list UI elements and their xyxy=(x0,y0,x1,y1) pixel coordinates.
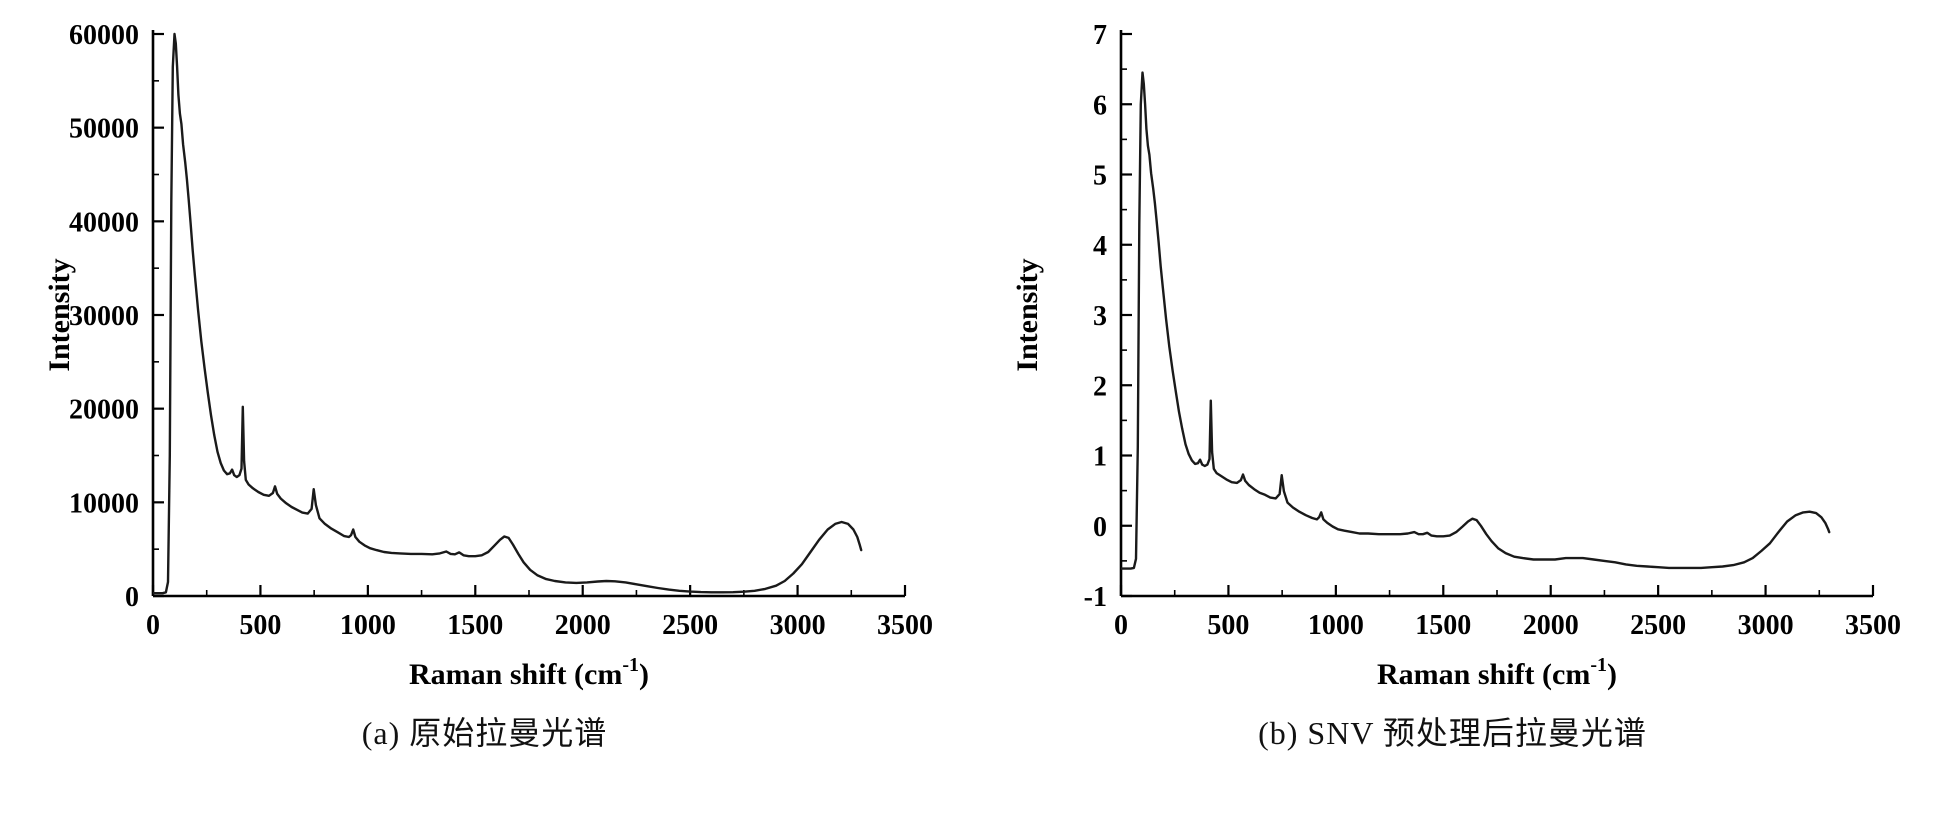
y-tick-label: 3 xyxy=(1093,301,1107,332)
y-tick-label: 30000 xyxy=(69,301,139,332)
y-tick-label: 0 xyxy=(125,582,139,613)
y-tick-label: 1 xyxy=(1093,442,1107,473)
y-tick-label: 4 xyxy=(1093,231,1107,262)
x-tick-label: 500 xyxy=(239,610,281,641)
y-tick-label: 10000 xyxy=(69,488,139,519)
spectrum-line xyxy=(1120,71,1830,570)
caption-raw-spectrum: (a) 原始拉曼光谱 xyxy=(361,715,608,751)
x-tick-label: 2000 xyxy=(1522,610,1578,641)
raw-spectrum-plot: 0 500 1000 1500 2000 2500 3000 3500 0 10000 20000 3… xyxy=(43,20,933,691)
y-tick-label: 0 xyxy=(1093,512,1107,543)
y-tick-label: 50000 xyxy=(69,114,139,145)
y-tick-label: 7 xyxy=(1093,20,1107,51)
spectrum-line xyxy=(152,32,862,595)
y-tick-label: 6 xyxy=(1093,90,1107,121)
x-tick-label: 3000 xyxy=(1737,610,1793,641)
x-axis-label: Raman shift (cm-1) xyxy=(409,654,649,691)
x-tick-label: 3000 xyxy=(769,610,825,641)
x-tick-label: 2500 xyxy=(1630,610,1686,641)
y-axis-label: Intensity xyxy=(43,258,76,371)
x-tick-label: 1500 xyxy=(447,610,503,641)
x-tick-label: 2000 xyxy=(554,610,610,641)
x-tick-label: 3500 xyxy=(877,610,933,641)
y-tick-label: 5 xyxy=(1093,161,1107,192)
x-tick-label: 3500 xyxy=(1845,610,1901,641)
caption-snv-spectrum: (b) SNV 预处理后拉曼光谱 xyxy=(1258,715,1647,751)
x-tick-label: 1000 xyxy=(339,610,395,641)
y-axis-label: Intensity xyxy=(1011,258,1044,371)
dual-raman-figure: 0 500 1000 1500 2000 2500 3000 3500 0 10000 20000 3… xyxy=(1,6,1937,754)
x-tick-label: 2500 xyxy=(662,610,718,641)
x-tick-label: 1000 xyxy=(1307,610,1363,641)
chart-raw-spectrum: 0 500 1000 1500 2000 2500 3000 3500 0 10000 20000 3… xyxy=(1,6,969,754)
chart-snv-spectrum: 0 500 1000 1500 2000 2500 3000 3500 -1 0 1 2 3 4 5 6 7 Ra… xyxy=(969,6,1937,754)
x-tick-label: 0 xyxy=(1114,610,1128,641)
y-tick-label: 2 xyxy=(1093,371,1107,402)
y-tick-label: 60000 xyxy=(69,20,139,51)
y-tick-label: -1 xyxy=(1083,582,1106,613)
x-tick-label: 1500 xyxy=(1415,610,1471,641)
y-tick-label: 40000 xyxy=(69,207,139,238)
x-tick-label: 0 xyxy=(146,610,160,641)
x-tick-label: 500 xyxy=(1207,610,1249,641)
y-tick-label: 20000 xyxy=(69,395,139,426)
snv-spectrum-plot: 0 500 1000 1500 2000 2500 3000 3500 -1 0 1 2 3 4 5 6 7 Ra… xyxy=(1011,20,1901,691)
x-axis-label: Raman shift (cm-1) xyxy=(1377,654,1617,691)
